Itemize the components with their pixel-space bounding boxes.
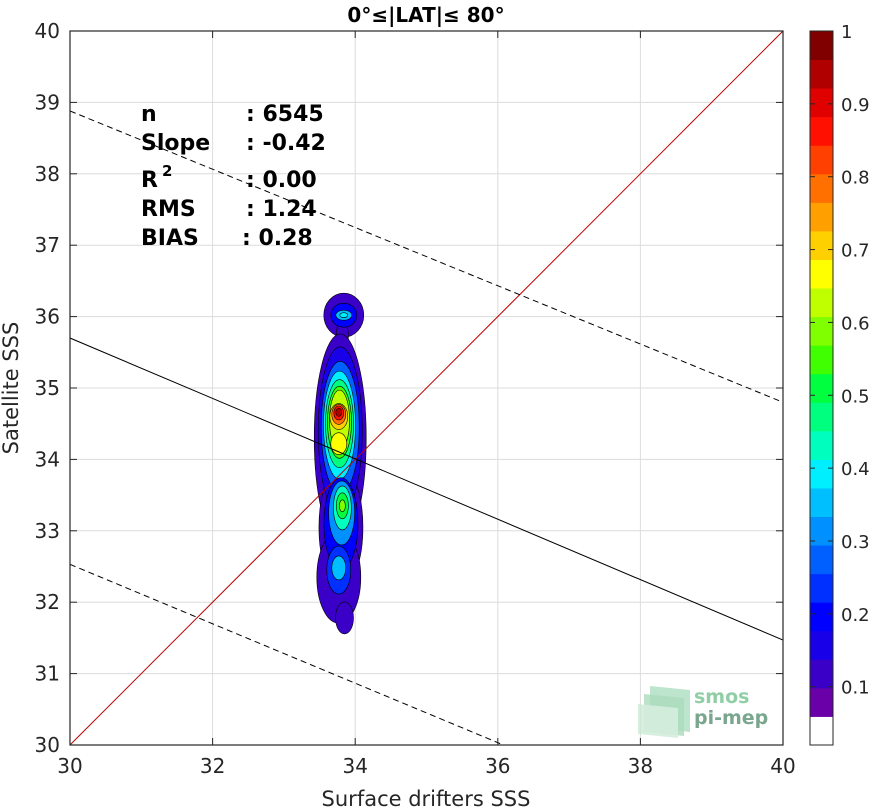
colorbar-swatch	[810, 259, 833, 289]
one-to-one-line	[70, 31, 783, 745]
colorbar: 0.1 0.2 0.3 0.4 0.5 0.6 0.7 0.8 0.9 1	[809, 22, 870, 746]
colorbar-tick-label: 0.9	[841, 95, 870, 116]
colorbar-swatch	[810, 230, 833, 260]
contour-level	[330, 432, 348, 455]
y-tick-label: 30	[35, 733, 60, 757]
colorbar-swatch	[810, 88, 833, 118]
y-tick-label: 37	[35, 233, 60, 257]
x-tick-label: 38	[628, 754, 653, 778]
y-tick-label: 34	[35, 447, 60, 471]
colorbar-frame	[809, 30, 834, 746]
grid	[69, 30, 784, 746]
contour-level	[335, 407, 343, 417]
colorbar-swatch	[810, 402, 833, 432]
stat-bias-value: : 0.28	[242, 226, 313, 251]
colorbar-swatch	[810, 31, 833, 61]
colorbar-swatch	[810, 687, 833, 717]
stat-rms-label: RMS	[141, 197, 196, 222]
y-tick-label: 39	[35, 90, 60, 114]
colorbar-swatch	[810, 602, 833, 632]
reference-lines	[70, 31, 783, 745]
colorbar-tick-label: 0.6	[841, 313, 870, 334]
x-tick-label: 36	[485, 754, 510, 778]
colorbar-swatch	[810, 116, 833, 146]
x-tick-label: 30	[57, 754, 82, 778]
contour-level	[339, 312, 349, 318]
colorbar-swatch	[810, 202, 833, 232]
axis-ticks: 30 32 34 36 38 40 30 31 32 33 34 35 36 37 38 39 40	[35, 19, 796, 778]
stat-r2-label: R	[141, 168, 158, 193]
colorbar-swatch	[810, 173, 833, 203]
colorbar-tick-label: 0.8	[841, 168, 870, 189]
colorbar-tick-label: 0.7	[841, 241, 870, 262]
colorbar-swatch	[810, 459, 833, 489]
colorbar-swatch	[810, 373, 833, 403]
stat-bias-label: BIAS	[141, 226, 199, 251]
colorbar-swatch	[810, 145, 833, 175]
stat-r2-superscript: 2	[162, 162, 172, 180]
contour-level	[339, 499, 346, 513]
stat-n-value: : 6545	[246, 102, 324, 127]
x-axis-label: Surface drifters SSS	[322, 787, 531, 808]
colorbar-swatch	[810, 316, 833, 346]
x-tick-label: 40	[770, 754, 795, 778]
colorbar-swatch	[810, 545, 833, 575]
y-tick-label: 38	[35, 162, 60, 186]
colorbar-tick-label: 0.1	[841, 678, 870, 699]
y-tick-label: 35	[35, 376, 60, 400]
colorbar-swatch	[810, 430, 833, 460]
colorbar-swatch	[810, 59, 833, 89]
colorbar-swatch	[810, 630, 833, 660]
logo: smos pi-mep	[638, 686, 768, 738]
stat-n-label: n	[141, 102, 157, 127]
y-tick-label: 36	[35, 305, 60, 329]
colorbar-tick-label: 1	[841, 22, 852, 43]
colorbar-swatch	[810, 487, 833, 518]
colorbar-swatch	[810, 516, 833, 546]
density-contours	[313, 292, 367, 635]
y-tick-label: 40	[35, 19, 60, 43]
logo-line2: pi-mep	[694, 707, 768, 729]
colorbar-swatch	[810, 345, 833, 375]
colorbar-tick-label: 0.5	[841, 386, 870, 407]
regression-line	[70, 337, 783, 641]
contour-level	[331, 555, 347, 581]
y-axis-label: Satellite SSS	[0, 322, 23, 455]
colorbar-tick-label: 0.3	[841, 532, 870, 553]
stat-r2-value: : 0.00	[246, 168, 317, 193]
contour-outer-lobe	[335, 601, 354, 635]
stat-rms-value: : 1.24	[246, 197, 317, 222]
logo-mark-icon	[638, 686, 690, 738]
y-tick-label: 31	[35, 662, 60, 686]
colorbar-swatch	[810, 659, 833, 689]
colorbar-swatch	[810, 288, 833, 318]
stat-slope-value: : -0.42	[246, 131, 326, 156]
colorbar-tick-label: 0.4	[841, 459, 870, 480]
x-tick-label: 34	[342, 754, 367, 778]
upper-bound-line	[70, 110, 783, 403]
stat-slope-label: Slope	[141, 131, 210, 156]
colorbar-tick-label: 0.2	[841, 605, 870, 626]
y-tick-label: 33	[35, 519, 60, 543]
stats-box: n : 6545 Slope : -0.42 R 2 : 0.00 RMS : …	[141, 102, 326, 251]
chart-title: 0°≤|LAT|≤ 80°	[347, 3, 504, 27]
colorbar-swatch	[810, 716, 833, 746]
logo-line1: smos	[694, 686, 749, 708]
colorbar-swatch	[810, 573, 833, 603]
x-tick-label: 32	[200, 754, 225, 778]
y-tick-label: 32	[35, 590, 60, 614]
